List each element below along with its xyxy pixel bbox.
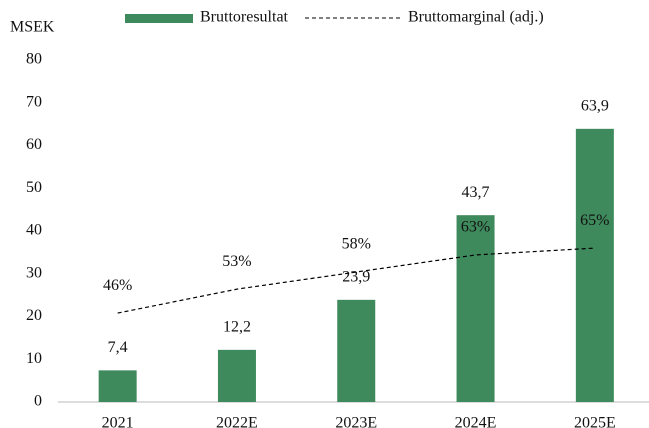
legend-label: Bruttoresultat: [200, 9, 289, 26]
y-tick-label: 60: [26, 136, 42, 153]
value-label: 46%: [103, 277, 132, 294]
value-label: 58%: [342, 236, 371, 253]
bar: [456, 215, 495, 402]
y-tick-label: 30: [26, 264, 42, 281]
y-axis-label: MSEK: [10, 19, 55, 36]
value-label: 63,9: [581, 97, 609, 114]
x-tick-label: 2022E: [216, 415, 258, 428]
bar: [337, 299, 376, 402]
bar: [98, 370, 137, 402]
y-tick-label: 80: [26, 51, 42, 68]
value-label: 7,4: [108, 339, 128, 356]
y-tick-label: 10: [26, 350, 42, 367]
x-tick-label: 2024E: [455, 415, 497, 428]
bar: [217, 349, 256, 402]
legend-label: Bruttomarginal (adj.): [408, 9, 544, 26]
y-tick-label: 0: [34, 393, 42, 410]
value-label: 65%: [580, 212, 609, 229]
legend-swatch: [125, 14, 193, 23]
value-label: 12,2: [223, 319, 251, 336]
x-tick-label: 2023E: [335, 415, 377, 428]
y-tick-label: 20: [26, 307, 42, 324]
y-tick-label: 70: [26, 93, 42, 110]
value-label: 53%: [222, 253, 251, 270]
bar: [575, 128, 614, 402]
x-tick-label: 2025E: [574, 415, 616, 428]
line: [117, 247, 595, 314]
value-label: 23,9: [342, 268, 370, 285]
y-tick-label: 40: [26, 222, 42, 239]
y-tick-label: 50: [26, 179, 42, 196]
value-label: 63%: [461, 219, 490, 236]
x-tick-label: 2021: [102, 415, 134, 428]
value-label: 43,7: [462, 184, 490, 201]
